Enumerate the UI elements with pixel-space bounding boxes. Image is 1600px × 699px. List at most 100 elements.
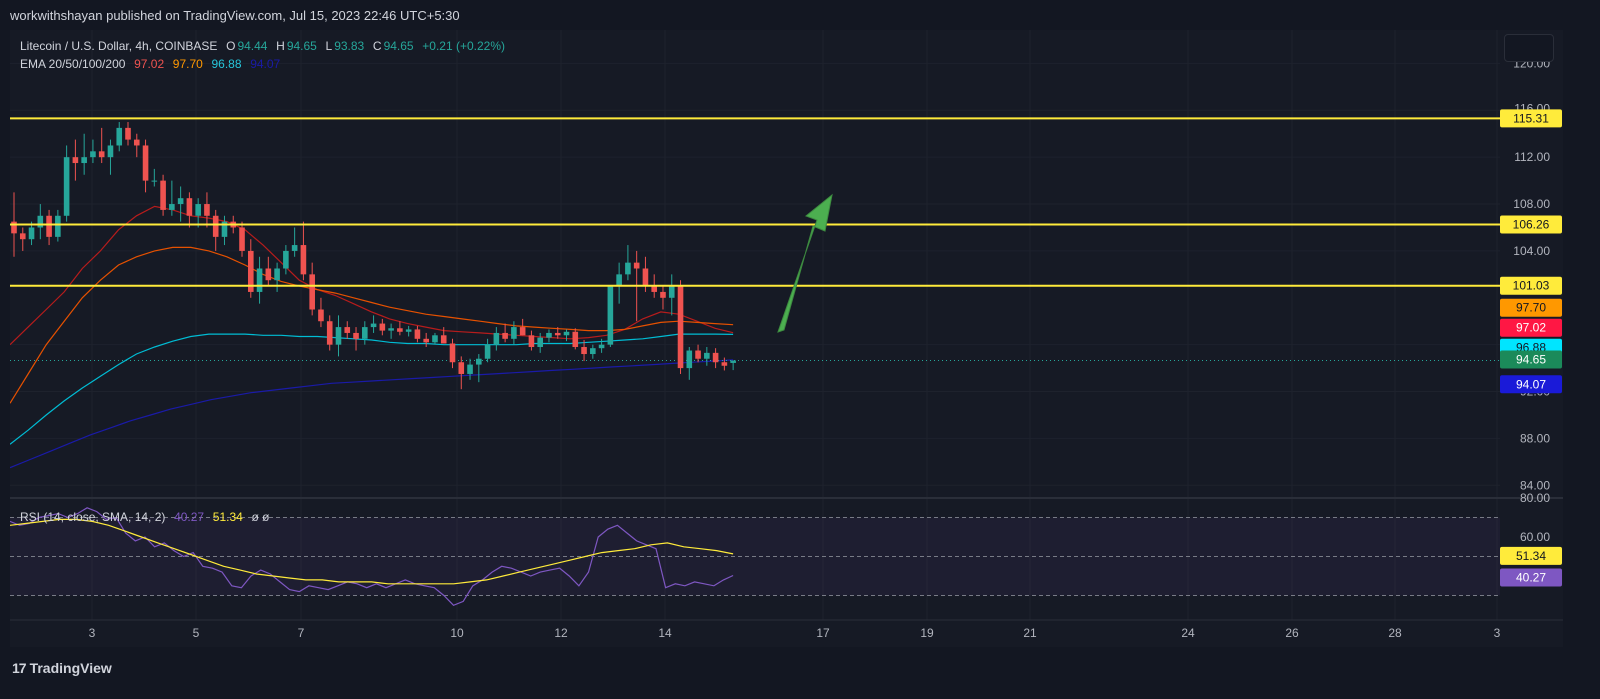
candle xyxy=(221,215,228,246)
ema-label: EMA 20/50/100/200 xyxy=(20,57,126,71)
support-resistance-levels xyxy=(10,117,1500,287)
candle xyxy=(537,332,543,353)
candle xyxy=(72,139,79,181)
candle-body xyxy=(405,329,412,332)
candle-body xyxy=(160,180,166,210)
candle-body xyxy=(256,268,263,292)
time-tick-label: 14 xyxy=(658,626,672,640)
candle-body xyxy=(221,221,228,237)
candle xyxy=(116,122,123,152)
candle-body xyxy=(46,215,52,237)
candle xyxy=(616,262,622,304)
candle-body xyxy=(616,274,622,287)
candle xyxy=(721,357,728,371)
candle-body xyxy=(19,233,26,240)
ema-badge: 97.70 xyxy=(1500,298,1562,317)
level-badge-box xyxy=(1500,215,1562,234)
chart-canvas[interactable]: 120.00112.00108.00104.0096.0092.0088.008… xyxy=(10,30,1563,647)
candle-body xyxy=(362,327,368,339)
level-badge-text: 115.31 xyxy=(1513,111,1549,125)
time-tick-label: 5 xyxy=(193,626,200,640)
candle-body xyxy=(686,350,693,369)
candle-body xyxy=(467,364,473,374)
candle xyxy=(265,256,272,287)
change-value: +0.21 (+0.22%) xyxy=(422,39,506,53)
candle xyxy=(414,325,421,343)
candle xyxy=(195,198,201,228)
rsi-value: 40.27 xyxy=(174,510,205,524)
rsi-legend[interactable]: RSI (14, close, SMA, 14, 2) 40.27 51.34 … xyxy=(20,510,271,524)
auto-scale-button[interactable] xyxy=(1504,34,1554,62)
candle xyxy=(668,274,675,316)
candle xyxy=(177,186,184,222)
candle xyxy=(598,338,605,353)
candle-body xyxy=(309,274,315,310)
candle-body xyxy=(265,268,272,281)
high-label: H xyxy=(276,39,285,53)
candle xyxy=(204,192,210,228)
candle-body xyxy=(511,327,517,339)
candle-body xyxy=(721,362,728,366)
time-tick-label: 19 xyxy=(920,626,934,640)
ema-badge-text: 97.02 xyxy=(1516,321,1546,335)
level-badge: 115.31 xyxy=(1500,109,1562,128)
candle xyxy=(291,227,298,257)
time-tick-label: 21 xyxy=(1023,626,1037,640)
candle xyxy=(28,221,35,246)
rsi-badge-box xyxy=(1500,568,1562,587)
candle-body xyxy=(493,332,500,345)
low-label: L xyxy=(325,39,333,53)
candle xyxy=(151,168,158,187)
candle xyxy=(46,209,52,246)
candle xyxy=(432,332,438,345)
candle-body xyxy=(186,198,193,216)
candle xyxy=(590,344,596,359)
candle-body xyxy=(563,331,570,336)
ema-line-ema200 xyxy=(10,359,734,469)
tradingview-logo[interactable]: 17 TradingView xyxy=(12,660,112,676)
candle-body xyxy=(572,331,579,348)
candle xyxy=(318,297,324,328)
candle-body xyxy=(598,344,605,349)
candle xyxy=(546,329,552,343)
ema-badge: 97.02 xyxy=(1500,318,1562,337)
level-badge-text: 106.26 xyxy=(1513,217,1550,231)
ema50-value: 97.70 xyxy=(172,57,203,71)
close-label: C xyxy=(372,39,382,53)
candle xyxy=(98,127,105,164)
candle-body xyxy=(11,221,17,234)
candle-body xyxy=(116,127,123,146)
candle xyxy=(660,286,666,310)
candle-body xyxy=(590,348,596,355)
last-price-badge-text: 94.65 xyxy=(1516,352,1546,366)
tradingview-logo-icon: 17 xyxy=(12,660,27,676)
candle-body xyxy=(300,245,307,275)
price-tick-label: 84.00 xyxy=(1520,478,1550,492)
rsi-sma-badge-box xyxy=(1500,546,1562,565)
low-value: 93.83 xyxy=(334,39,365,53)
candle xyxy=(326,315,333,351)
candle-body xyxy=(660,291,666,298)
ema-badge-box xyxy=(1500,298,1562,317)
candle xyxy=(677,280,684,374)
candle xyxy=(581,339,587,362)
candle-body xyxy=(607,286,614,345)
candle xyxy=(686,347,693,380)
symbol-legend[interactable]: Litecoin / U.S. Dollar, 4h, COINBASE O 94… xyxy=(20,39,507,53)
chart-frame[interactable]: 120.00112.00108.00104.0096.0092.0088.008… xyxy=(10,30,1563,647)
level-badge-box xyxy=(1500,276,1562,295)
candle-body xyxy=(142,145,149,181)
candle-body xyxy=(633,262,640,269)
candle xyxy=(467,358,473,380)
rsi-sma-value: 51.34 xyxy=(212,510,243,524)
candle xyxy=(440,327,447,344)
candle-body xyxy=(204,204,210,216)
tradingview-logo-text: TradingView xyxy=(29,660,112,676)
candle-body xyxy=(668,286,675,298)
ema-legend[interactable]: EMA 20/50/100/200 97.02 97.70 96.88 94.0… xyxy=(20,57,282,71)
candle-body xyxy=(546,332,552,338)
candle-body xyxy=(344,327,351,333)
candle-body xyxy=(283,250,289,269)
candle-body xyxy=(107,145,114,158)
candle-body xyxy=(274,268,280,281)
